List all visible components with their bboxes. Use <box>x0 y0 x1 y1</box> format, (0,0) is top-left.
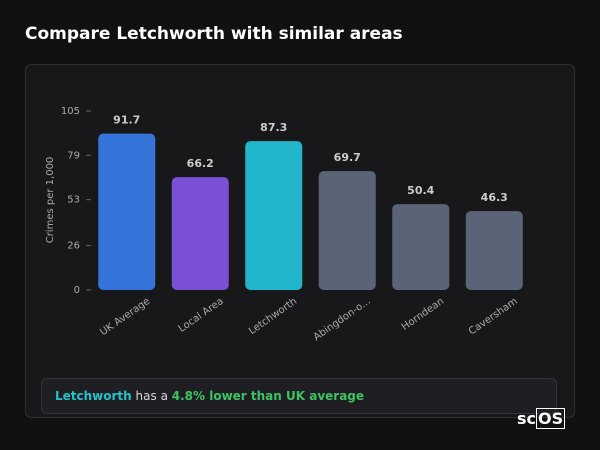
y-tick-label: 79 <box>67 150 80 161</box>
logo-prefix: sc <box>517 409 537 428</box>
x-tick-label: Local Area <box>177 296 226 335</box>
value-label: 69.7 <box>334 151 361 164</box>
y-tick-label: 105 <box>61 106 80 117</box>
page-title: Compare Letchworth with similar areas <box>25 24 403 44</box>
value-label: 91.7 <box>113 114 140 127</box>
y-tick-label: 53 <box>67 195 80 206</box>
value-label: 46.3 <box>481 191 508 204</box>
bar <box>245 141 303 290</box>
y-tick-label: 0 <box>74 285 80 296</box>
logo-boxed: OS <box>536 408 566 429</box>
bar <box>465 211 523 290</box>
summary-highlight: 4.8% lower than UK average <box>171 389 365 403</box>
bar <box>318 171 376 290</box>
x-tick-label: Abingdon-o... <box>312 296 373 343</box>
x-tick-label: Letchworth <box>247 296 299 337</box>
bar <box>171 177 229 290</box>
summary: Letchworth has a 4.8% lower than UK aver… <box>41 378 557 414</box>
x-tick-label: UK Average <box>98 296 152 338</box>
summary-area: Letchworth <box>55 389 132 403</box>
logo: sc OS <box>517 408 566 429</box>
x-tick-label: Horndean <box>400 296 446 333</box>
value-label: 87.3 <box>260 121 287 134</box>
summary-text: has a <box>135 389 168 403</box>
x-tick-label: Caversham <box>467 296 520 338</box>
value-label: 50.4 <box>407 184 434 197</box>
bar <box>392 204 450 290</box>
y-tick-label: 26 <box>67 241 80 252</box>
value-label: 66.2 <box>187 157 214 170</box>
y-axis-label: Crimes per 1,000 <box>45 157 56 244</box>
bar <box>98 133 156 290</box>
